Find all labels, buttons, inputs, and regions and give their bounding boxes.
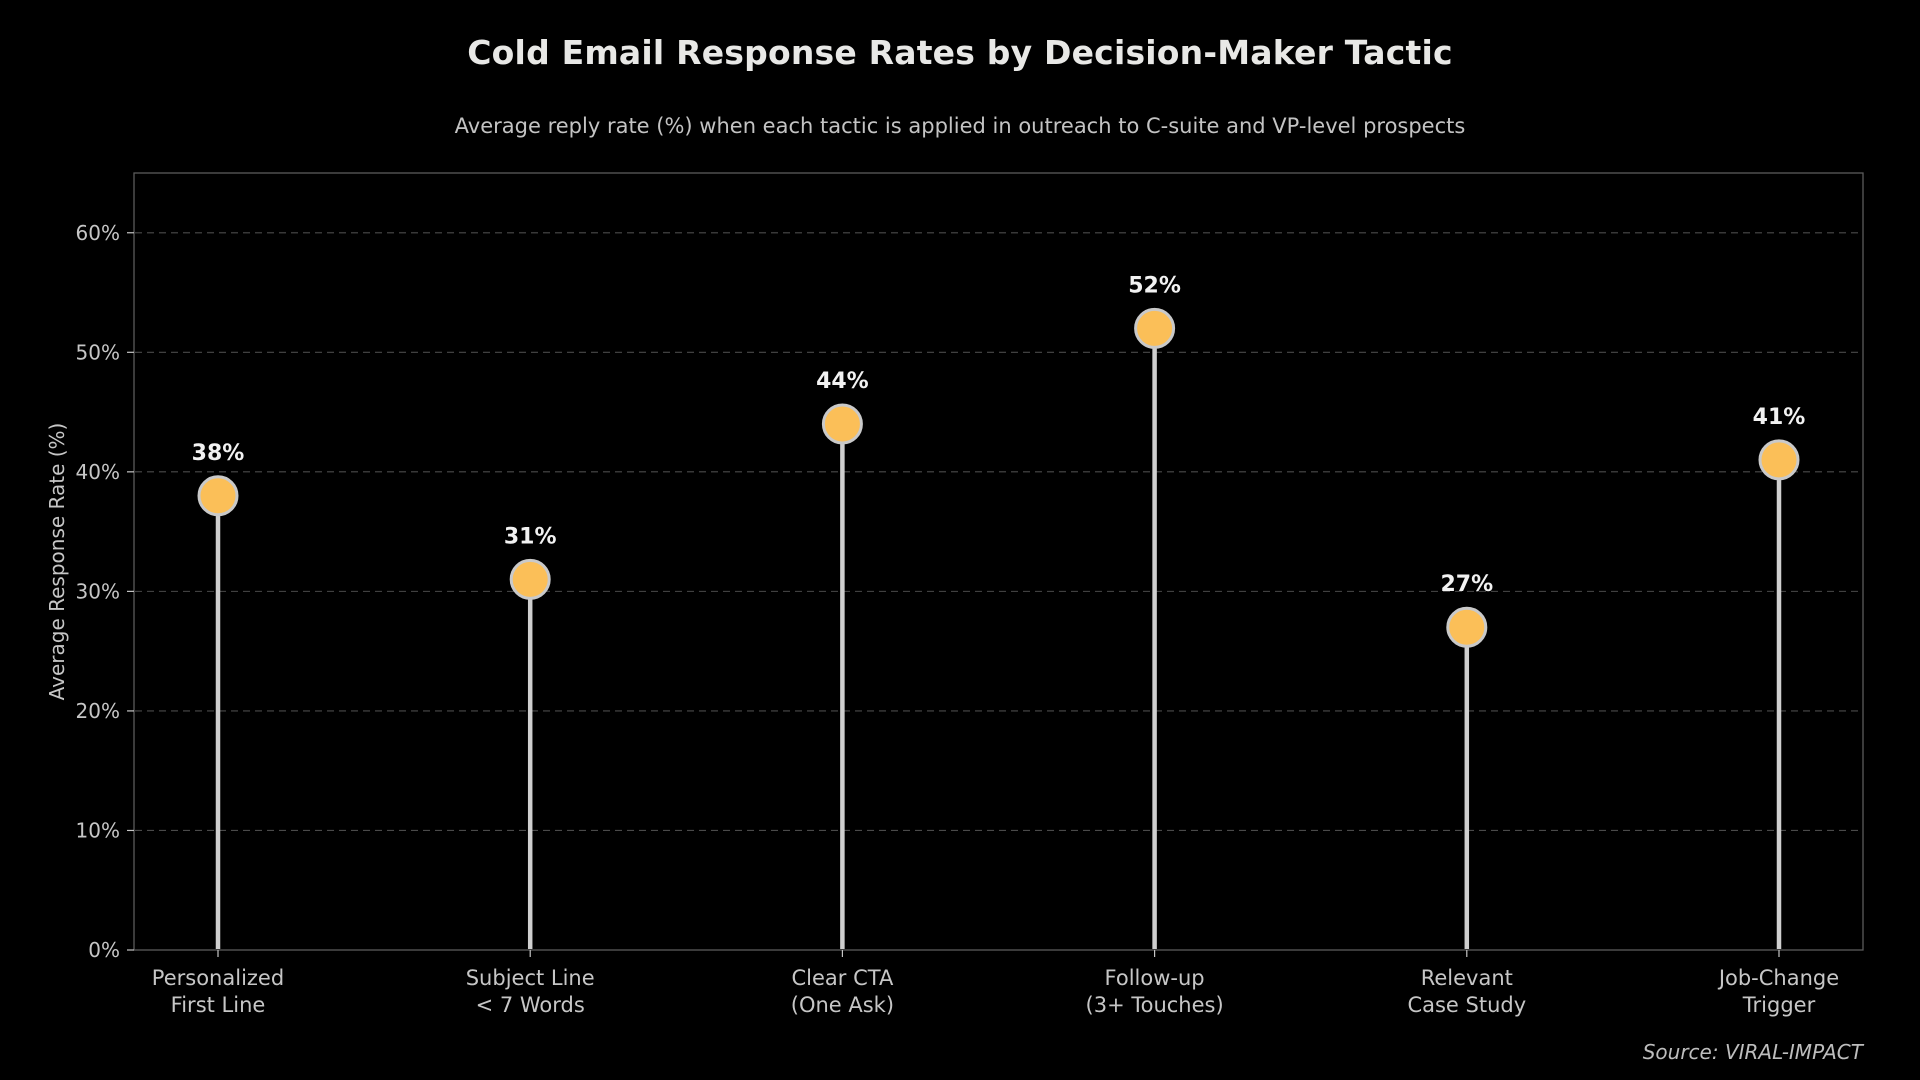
y-tick-label: 50% [76, 340, 120, 364]
x-tick-label: First Line [171, 993, 266, 1017]
chart-title: Cold Email Response Rates by Decision-Ma… [467, 33, 1453, 72]
chart-subtitle: Average reply rate (%) when each tactic … [454, 114, 1466, 138]
x-tick-label: Relevant [1421, 966, 1513, 990]
x-tick-label: Job-Change [1717, 966, 1839, 990]
data-point-marker [509, 558, 551, 600]
plot-border [133, 172, 1864, 951]
data-point-marker [1758, 439, 1800, 481]
y-tick-label: 0% [88, 938, 120, 962]
value-label: 38% [192, 441, 245, 466]
y-tick-label: 10% [76, 818, 120, 842]
x-tick-label: Personalized [152, 966, 284, 990]
x-tick-label: Trigger [1742, 993, 1816, 1017]
data-point-marker [821, 403, 863, 445]
y-tick-label: 30% [76, 579, 120, 603]
data-point-marker [1134, 307, 1176, 349]
x-tick-label: Follow-up [1105, 966, 1205, 990]
x-tick-label: (3+ Touches) [1086, 993, 1224, 1017]
x-tick-label: < 7 Words [476, 993, 585, 1017]
x-tick-label: Clear CTA [791, 966, 893, 990]
x-tick-label: Case Study [1407, 993, 1526, 1017]
value-label: 41% [1753, 405, 1806, 430]
value-label: 27% [1440, 572, 1493, 597]
y-axis-label: Average Response Rate (%) [45, 423, 69, 701]
x-tick-label: Subject Line [466, 966, 595, 990]
data-point-marker [1446, 606, 1488, 648]
y-tick-label: 60% [76, 221, 120, 245]
x-tick-label: (One Ask) [791, 993, 894, 1017]
data-point-marker [197, 475, 239, 517]
y-tick-label: 20% [76, 699, 120, 723]
source-note: Source: VIRAL-IMPACT [1642, 1040, 1863, 1064]
value-label: 44% [816, 369, 869, 394]
value-label: 52% [1128, 273, 1181, 298]
y-tick-label: 40% [76, 460, 120, 484]
value-label: 31% [504, 524, 557, 549]
